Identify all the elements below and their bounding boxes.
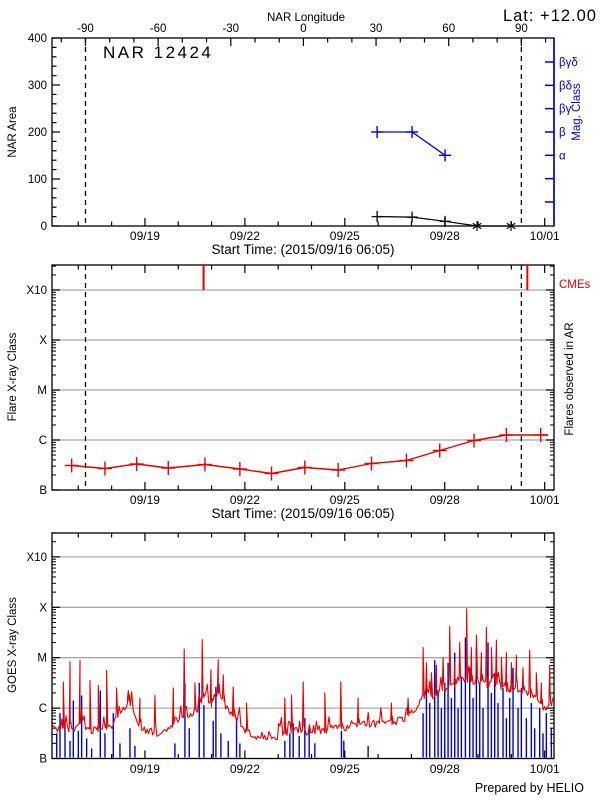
mag-class-tick-label: βγ (559, 104, 572, 116)
panel1-title: NAR 12424 (103, 43, 213, 62)
panel2-start-time-label: Start Time: (2015/09/16 06:05) (211, 506, 394, 521)
date-tick-label: 09/25 (330, 493, 360, 507)
xray-class-tick-label: M (37, 653, 47, 665)
date-tick-label: 09/28 (430, 493, 460, 507)
panel3-y-axis-label: GOES X-ray Class (7, 597, 19, 693)
mag-class-tick-label: βγδ (559, 57, 578, 69)
xray-class-tick-label: X10 (27, 552, 47, 564)
panel-frame (51, 532, 555, 760)
mag-class-tick-label: α (559, 150, 566, 162)
area-tick-label: 200 (28, 127, 47, 139)
lon-tick-label: 90 (515, 23, 528, 35)
area-tick-label: 0 (41, 221, 47, 233)
date-tick-label: 09/19 (130, 229, 160, 243)
mag-class-tick-label: βδ (559, 80, 572, 92)
credit-label: Prepared by HELIO (475, 781, 584, 795)
panel-frame (51, 37, 555, 227)
latitude-label: Lat: +12.00 (503, 7, 597, 25)
mag-class-axis-label: Mag. Class (571, 83, 583, 141)
date-tick-label: 09/28 (430, 762, 460, 776)
lon-tick-label: 0 (300, 23, 306, 35)
top-axis-title: NAR Longitude (267, 12, 345, 24)
panel1-y-axis-label: NAR Area (7, 106, 19, 158)
lon-tick-label: 30 (370, 23, 383, 35)
goes-xray-curve (51, 608, 554, 741)
area-tick-label: 300 (28, 80, 47, 92)
xray-class-tick-label: C (39, 435, 47, 447)
date-tick-label: 09/22 (230, 493, 260, 507)
panel1-start-time-label: Start Time: (2015/09/16 06:05) (211, 242, 394, 257)
xray-class-tick-label: X10 (27, 285, 47, 297)
flare-mean-line (71, 434, 548, 475)
date-tick-label: 09/25 (330, 229, 360, 243)
date-tick-label: 09/22 (230, 229, 260, 243)
panel2-y-axis-label: Flare X-ray Class (7, 332, 19, 421)
lon-tick-label: -60 (150, 23, 167, 35)
xray-class-tick-label: B (39, 754, 47, 766)
panel-frame (51, 264, 555, 491)
lon-tick-label: -90 (77, 23, 94, 35)
xray-class-tick-label: X (39, 602, 47, 614)
date-tick-label: 10/01 (530, 762, 560, 776)
date-tick-label: 09/22 (230, 762, 260, 776)
area-tick-label: 400 (28, 33, 47, 45)
date-tick-label: 10/01 (530, 493, 560, 507)
xray-class-tick-label: B (39, 485, 47, 497)
date-tick-label: 09/25 (330, 762, 360, 776)
xray-class-tick-label: C (39, 703, 47, 715)
date-tick-label: 09/19 (130, 493, 160, 507)
lon-tick-label: 60 (442, 23, 455, 35)
area-tick-label: 100 (28, 174, 47, 186)
date-tick-label: 10/01 (530, 229, 560, 243)
mag-class-line (377, 131, 446, 156)
xray-class-tick-label: X (39, 335, 47, 347)
xray-class-tick-label: M (37, 385, 47, 397)
date-tick-label: 09/19 (130, 762, 160, 776)
flares-observed-label: Flares observed in AR (564, 322, 576, 435)
cmes-label: CMEs (559, 279, 591, 291)
date-tick-label: 09/28 (430, 229, 460, 243)
lon-tick-label: -30 (222, 23, 239, 35)
mag-class-tick-label: β (559, 127, 566, 139)
nar-area-zero-point (472, 222, 482, 230)
nar-area-zero-point (506, 222, 516, 230)
